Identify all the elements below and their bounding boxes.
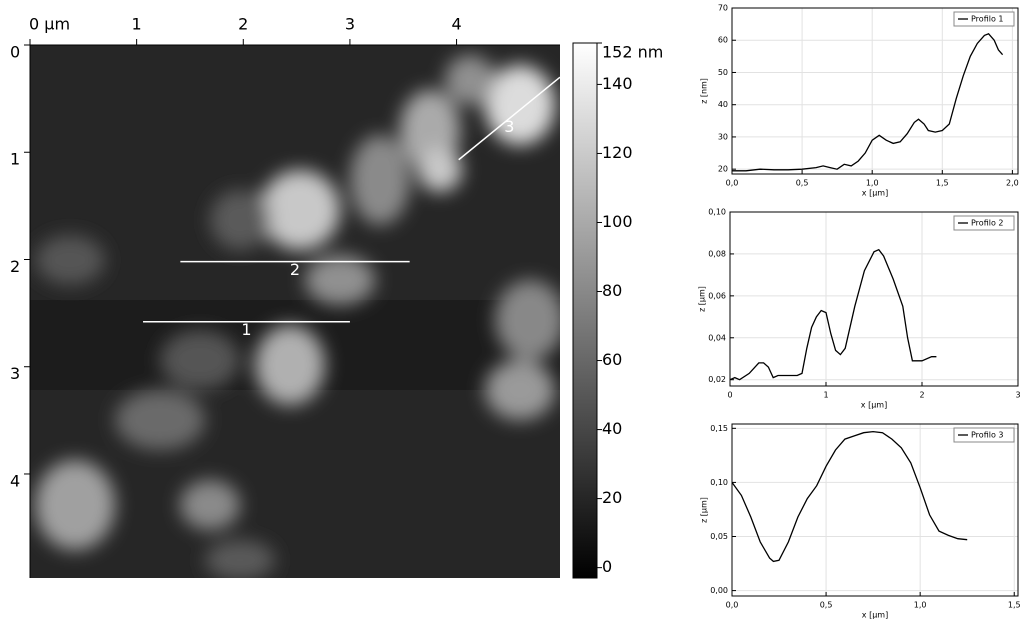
profile-label: 3 <box>504 117 514 136</box>
legend-box <box>953 215 1015 231</box>
x-tick-label: 1 <box>823 391 828 400</box>
x-tick-label: 3 <box>345 15 355 34</box>
x-tick-label: 0,5 <box>796 179 809 188</box>
y-tick-label: 0,04 <box>708 333 726 342</box>
profile-line <box>458 76 561 161</box>
x-tick-label: 1,5 <box>936 179 949 188</box>
x-tick-label: 3 <box>1015 391 1020 400</box>
y-tick-label: 0,00 <box>710 586 728 595</box>
x-tick-label: 4 <box>451 15 461 34</box>
x-tick-label: 1,5 <box>1008 601 1021 610</box>
legend-label: Profilo 2 <box>971 219 1003 228</box>
x-tick-label: 0 µm <box>29 15 70 34</box>
colorbar-label: 60 <box>602 350 622 369</box>
colorbar-label: 100 <box>602 212 633 231</box>
colorbar-label: 140 <box>602 74 633 93</box>
x-tick-label: 2 <box>238 15 248 34</box>
y-tick-label: 70 <box>718 4 728 13</box>
y-tick-label: 30 <box>718 132 728 141</box>
y-tick-label: 0 <box>10 43 20 62</box>
y-tick-label: 40 <box>718 100 728 109</box>
colorbar-label: 20 <box>602 488 622 507</box>
colorbar-label: 40 <box>602 419 622 438</box>
plot-frame <box>729 211 1019 387</box>
x-axis-label: x [µm] <box>861 401 887 410</box>
legend-label: Profilo 3 <box>971 431 1003 440</box>
y-tick-label: 60 <box>718 36 728 45</box>
y-tick-label: 0,02 <box>708 375 726 384</box>
y-tick-label: 3 <box>10 364 20 383</box>
x-tick-label: 0,0 <box>726 179 739 188</box>
x-tick-label: 0,0 <box>726 601 739 610</box>
y-tick-label: 50 <box>718 68 728 77</box>
profile-curve <box>729 248 937 381</box>
y-tick-label: 0,10 <box>710 478 728 487</box>
y-tick-label: 0,10 <box>708 208 726 217</box>
colorbar-label: 120 <box>602 143 633 162</box>
x-tick-label: 0,5 <box>820 601 833 610</box>
y-tick-label: 0,05 <box>710 532 728 541</box>
x-tick-label: 0 <box>727 391 732 400</box>
x-tick-label: 1 <box>132 15 142 34</box>
x-axis-label: x [µm] <box>862 611 888 620</box>
profile-label: 1 <box>241 320 251 339</box>
x-tick-label: 1,0 <box>866 179 879 188</box>
colorbar-label: 0 <box>602 557 612 576</box>
x-axis-label: x [µm] <box>862 189 888 198</box>
profile-label: 2 <box>290 260 300 279</box>
profile-curve <box>732 33 1004 172</box>
y-tick-label: 1 <box>10 150 20 169</box>
y-tick-label: 20 <box>718 165 728 174</box>
plot-frame <box>731 7 1019 175</box>
afm-image <box>30 45 560 578</box>
y-axis-label: z [µm] <box>698 286 707 312</box>
x-tick-label: 2 <box>919 391 924 400</box>
colorbar-label: 152 nm <box>602 43 663 62</box>
y-axis-label: z [nm] <box>700 78 709 104</box>
y-axis-label: z [µm] <box>700 497 709 523</box>
y-tick-label: 4 <box>10 471 20 490</box>
legend-box <box>953 427 1015 443</box>
x-tick-label: 1,0 <box>914 601 927 610</box>
profile-curve <box>731 430 968 563</box>
x-tick-label: 2,0 <box>1006 179 1019 188</box>
y-tick-label: 0,06 <box>708 291 726 300</box>
plot-frame <box>731 423 1019 597</box>
y-tick-label: 2 <box>10 257 20 276</box>
colorbar-label: 80 <box>602 281 622 300</box>
colorbar <box>572 42 598 579</box>
legend-box <box>953 11 1015 27</box>
y-tick-label: 0,08 <box>708 249 726 258</box>
y-tick-label: 0,15 <box>710 424 728 433</box>
legend-label: Profilo 1 <box>971 15 1003 24</box>
